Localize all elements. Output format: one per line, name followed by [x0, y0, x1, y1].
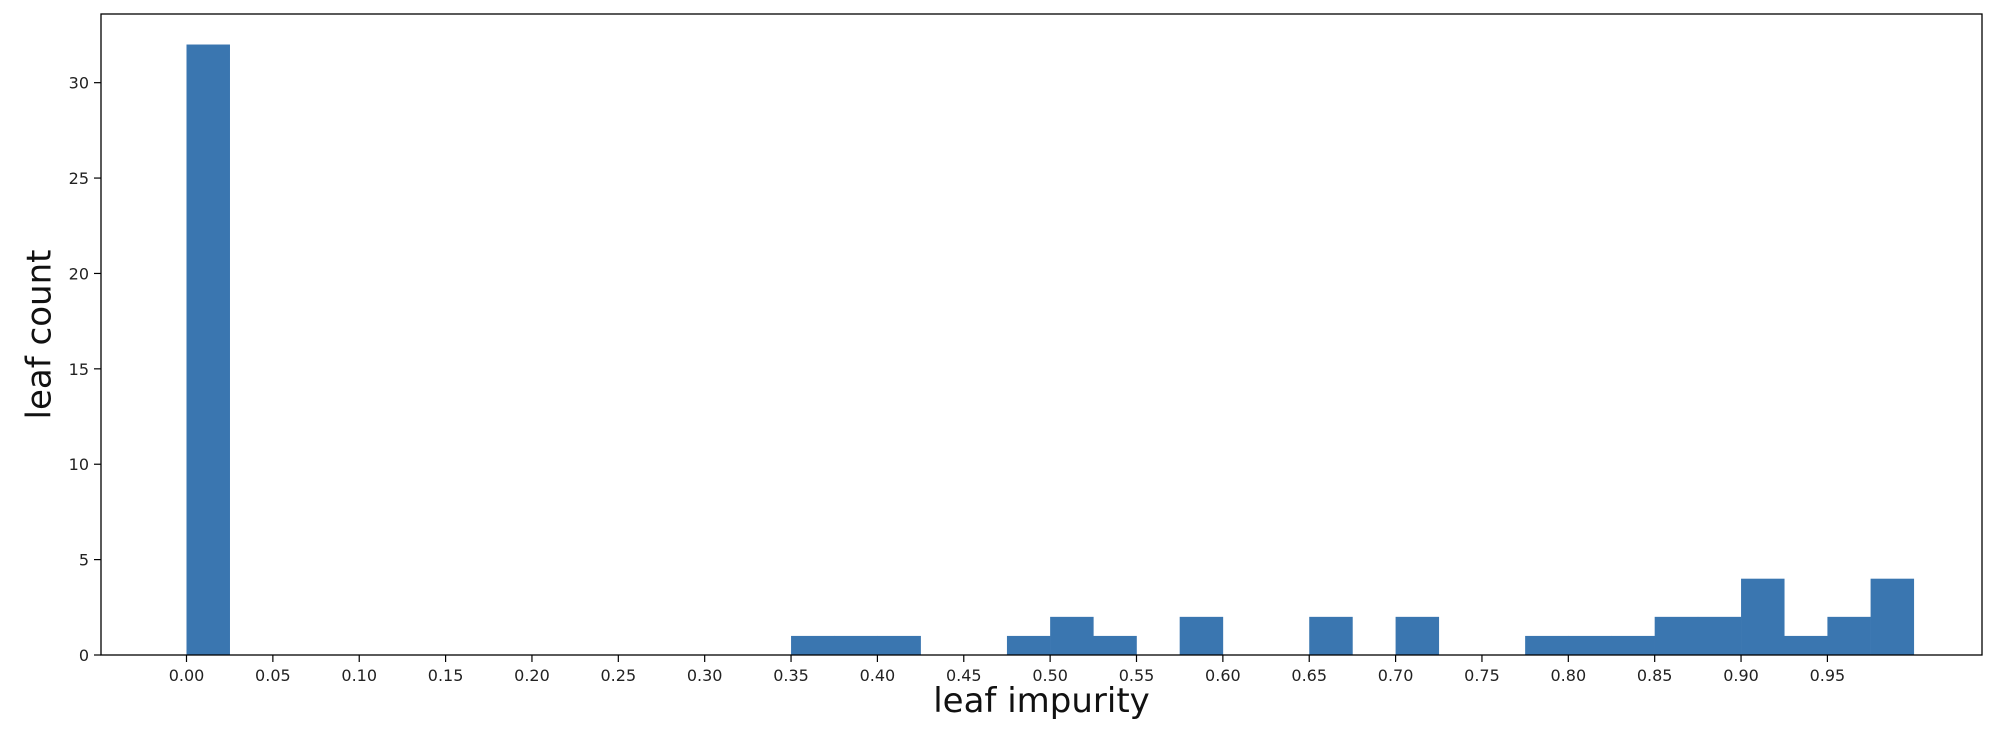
x-tick-label: 0.05	[255, 666, 291, 685]
histogram-bar	[1784, 635, 1828, 655]
x-tick-label: 0.45	[946, 666, 982, 685]
y-tick-label: 25	[69, 169, 89, 188]
histogram-bar	[1870, 578, 1915, 655]
histogram-bar	[1179, 616, 1224, 655]
x-tick-label: 0.75	[1464, 666, 1500, 685]
x-tick-label: 0.65	[1291, 666, 1327, 685]
x-tick-label: 0.35	[773, 666, 809, 685]
x-tick-label: 0.15	[428, 666, 464, 685]
histogram-bar	[1654, 616, 1699, 655]
histogram-bar	[1006, 635, 1051, 655]
x-tick-label: 0.10	[341, 666, 377, 685]
x-tick-label: 0.20	[514, 666, 550, 685]
x-tick-label: 0.90	[1723, 666, 1759, 685]
histogram-bar	[1827, 616, 1871, 655]
plot-frame	[100, 13, 1983, 656]
x-tick-label: 0.55	[1119, 666, 1155, 685]
x-tick-label: 0.50	[1032, 666, 1068, 685]
x-tick-label: 0.85	[1637, 666, 1673, 685]
x-axis-label: leaf impurity	[933, 681, 1150, 721]
histogram-bar	[1309, 616, 1353, 655]
histogram-bar	[1611, 635, 1655, 655]
x-tick-label: 0.40	[860, 666, 896, 685]
x-tick-label: 0.70	[1378, 666, 1414, 685]
y-tick-label: 10	[69, 455, 89, 474]
histogram-bar	[791, 635, 835, 655]
y-tick-label: 30	[69, 74, 89, 93]
y-tick-label: 15	[69, 360, 89, 379]
x-tick-label: 0.30	[687, 666, 723, 685]
y-axis-label: leaf count	[20, 250, 60, 420]
x-tick-label: 0.00	[169, 666, 205, 685]
histogram-bar	[1697, 616, 1742, 655]
x-axis-ticks: 0.00 0.05 0.10 0.15 0.20 0.25 0.30 0.35 0.40 0.45…	[169, 655, 1846, 685]
histogram-bar	[834, 635, 878, 655]
histogram-bar	[1525, 635, 1569, 655]
bars-group	[186, 44, 1915, 655]
y-tick-label: 5	[79, 551, 89, 570]
histogram-bar	[1568, 635, 1612, 655]
x-tick-label: 0.80	[1551, 666, 1587, 685]
y-tick-label: 20	[69, 264, 89, 283]
x-tick-label: 0.95	[1810, 666, 1846, 685]
x-tick-label: 0.60	[1205, 666, 1241, 685]
y-tick-label: 0	[79, 646, 89, 665]
histogram-bar	[1741, 578, 1785, 655]
x-tick-label: 0.25	[601, 666, 637, 685]
histogram-bar	[1395, 616, 1440, 655]
histogram-bar	[186, 44, 230, 655]
histogram-bar	[877, 635, 921, 655]
histogram-bar	[1093, 635, 1137, 655]
histogram-bar	[1050, 616, 1094, 655]
y-axis-ticks: 0 5 10 15 20 25 30	[69, 74, 101, 665]
